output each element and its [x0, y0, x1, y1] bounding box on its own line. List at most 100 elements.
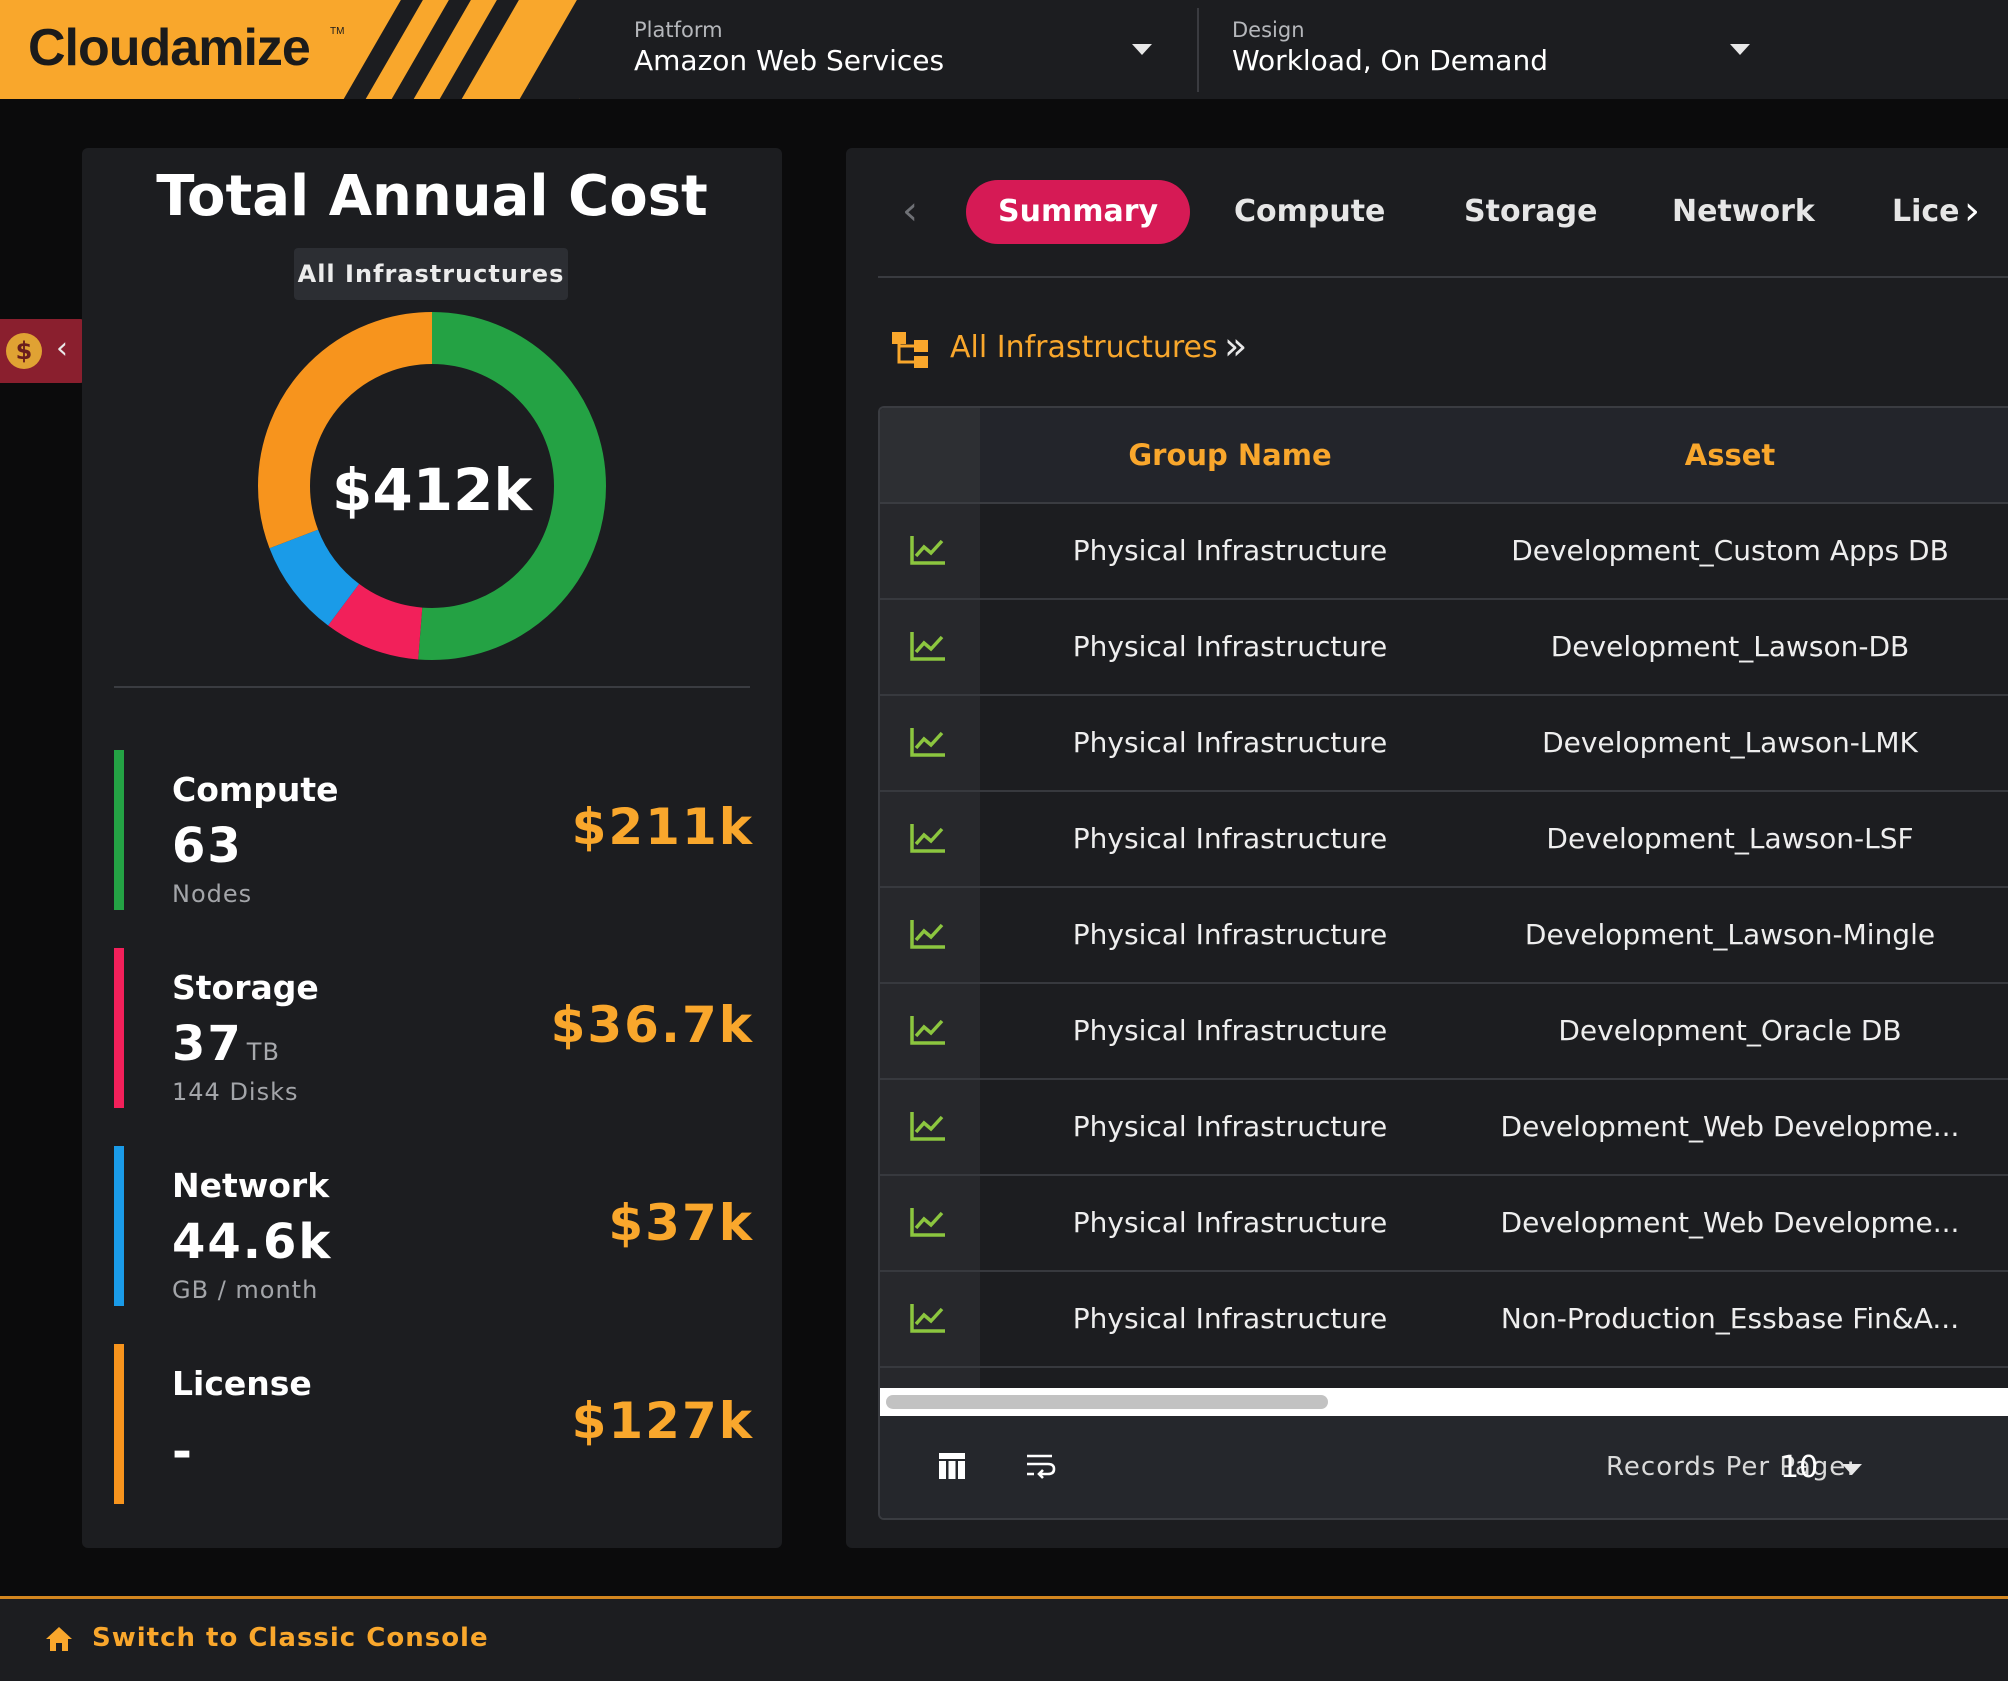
trend-chart-icon[interactable] — [908, 822, 948, 854]
logo[interactable]: Cloudamize TM — [0, 0, 580, 99]
tab-scroll-left-icon[interactable]: ‹ — [902, 188, 918, 234]
column-settings-icon[interactable] — [936, 1450, 968, 1482]
design-label: Design — [1232, 18, 1305, 42]
chevron-left-icon: ‹ — [56, 331, 68, 366]
tab-network[interactable]: Network — [1672, 194, 1815, 229]
category-cost: $37k — [608, 1194, 754, 1252]
table-row[interactable]: Physical Infrastructure Development_Oracl… — [880, 984, 2008, 1080]
category-network[interactable]: Network 44.6k GB / month $37k — [114, 1146, 754, 1306]
cell-asset: Development_Web Developme... — [1500, 1110, 1960, 1143]
table-row[interactable]: Physical Infrastructure Development_Lawso… — [880, 888, 2008, 984]
category-subtext: 144 Disks — [172, 1078, 299, 1106]
trend-chart-icon[interactable] — [908, 918, 948, 950]
table-row[interactable]: Physical Infrastructure Development_Web D… — [880, 1080, 2008, 1176]
category-storage[interactable]: Storage 37 TB 144 Disks $36.7k — [114, 948, 754, 1108]
hierarchy-icon — [892, 332, 928, 368]
table-row[interactable]: Physical Infrastructure Development_Lawso… — [880, 792, 2008, 888]
category-name: Compute — [172, 770, 339, 809]
logo-trademark: TM — [330, 26, 345, 37]
platform-value: Amazon Web Services — [634, 44, 945, 77]
tab-bar: ‹ Summary Compute Storage Network Lice › — [846, 148, 2008, 276]
horizontal-scrollbar[interactable] — [880, 1388, 2008, 1416]
records-per-page-select[interactable]: 10 — [1780, 1450, 1819, 1485]
trend-chart-icon[interactable] — [908, 1014, 948, 1046]
breadcrumb-all-infrastructures[interactable]: All Infrastructures — [950, 330, 1218, 365]
category-subtext: Nodes — [172, 880, 253, 908]
details-panel: ‹ Summary Compute Storage Network Lice ›… — [846, 148, 2008, 1548]
table-footer: Records Per Page: 10 — [880, 1416, 2008, 1518]
cell-asset: Development_Oracle DB — [1558, 1014, 1902, 1047]
trend-chart-icon[interactable] — [908, 534, 948, 566]
panel-title: Total Annual Cost — [156, 164, 708, 229]
logo-stripe — [507, 0, 580, 99]
cost-donut-chart: $412k — [258, 312, 606, 660]
asset-table: Group Name Asset Physical Infrastructure… — [878, 406, 2008, 1520]
cell-asset: Development_Lawson-Mingle — [1524, 918, 1936, 951]
table-row[interactable]: Physical Infrastructure Development_Custo… — [880, 504, 2008, 600]
chevron-down-icon[interactable] — [1842, 1464, 1862, 1475]
tab-scroll-right-icon[interactable]: › — [1964, 188, 1980, 234]
scrollbar-thumb[interactable] — [886, 1395, 1328, 1409]
table-row[interactable]: Physical Infrastructure Development_Web D… — [880, 1176, 2008, 1272]
category-subtext: GB / month — [172, 1276, 319, 1304]
tab-underline — [878, 276, 2008, 278]
column-header-asset[interactable]: Asset — [1684, 438, 1776, 472]
dollar-coin-icon: $ — [6, 333, 42, 369]
logo-text: Cloudamize — [28, 19, 311, 77]
top-bar: Cloudamize TM Platform Amazon Web Servic… — [0, 0, 2008, 99]
header-divider — [1197, 8, 1199, 92]
column-header-group-name[interactable]: Group Name — [1128, 438, 1332, 472]
home-icon — [46, 1627, 72, 1651]
double-chevron-right-icon[interactable]: » — [1224, 324, 1248, 368]
category-name: Network — [172, 1166, 330, 1205]
cell-group-name: Physical Infrastructure — [1072, 1206, 1388, 1239]
cell-group-name: Physical Infrastructure — [1072, 534, 1388, 567]
cell-group-name: Physical Infrastructure — [1072, 918, 1388, 951]
tab-compute[interactable]: Compute — [1234, 194, 1386, 229]
category-cost: $127k — [571, 1392, 754, 1450]
chevron-down-icon — [1132, 44, 1152, 55]
design-dropdown[interactable]: Design Workload, On Demand — [1232, 0, 1752, 99]
chevron-down-icon — [1730, 44, 1750, 55]
cost-sidebar-toggle[interactable]: $ ‹ — [0, 319, 86, 383]
cell-group-name: Physical Infrastructure — [1072, 726, 1388, 759]
category-name: License — [172, 1364, 312, 1403]
platform-dropdown[interactable]: Platform Amazon Web Services — [634, 0, 1154, 99]
icon-column-header — [880, 408, 980, 502]
cell-group-name: Physical Infrastructure — [1072, 1110, 1388, 1143]
cell-group-name: Physical Infrastructure — [1072, 630, 1388, 663]
bottom-bar: Switch to Classic Console — [0, 1596, 2008, 1681]
table-row[interactable]: Physical Infrastructure Development_Lawso… — [880, 600, 2008, 696]
category-value: - — [172, 1424, 194, 1480]
category-color-bar — [114, 750, 124, 910]
trend-chart-icon[interactable] — [908, 1206, 948, 1238]
scope-chip[interactable]: All Infrastructures — [294, 248, 568, 300]
table-row[interactable]: Physical Infrastructure Development_Lawso… — [880, 696, 2008, 792]
category-color-bar — [114, 948, 124, 1108]
wrap-text-icon[interactable] — [1024, 1450, 1058, 1482]
table-header: Group Name Asset — [880, 408, 2008, 504]
trend-chart-icon[interactable] — [908, 1110, 948, 1142]
category-value: 44.6k — [172, 1214, 333, 1270]
trend-chart-icon[interactable] — [908, 630, 948, 662]
cell-asset: Development_Web Developme... — [1500, 1206, 1960, 1239]
category-value: 37 TB — [172, 1016, 280, 1072]
cell-asset: Development_Lawson-DB — [1550, 630, 1910, 663]
category-cost: $36.7k — [550, 996, 754, 1054]
tab-storage[interactable]: Storage — [1464, 194, 1598, 229]
cell-asset: Development_Lawson-LSF — [1546, 822, 1914, 855]
trend-chart-icon[interactable] — [908, 1302, 948, 1334]
donut-slice-license[interactable] — [258, 312, 606, 660]
cell-group-name: Physical Infrastructure — [1072, 822, 1388, 855]
tab-summary[interactable]: Summary — [966, 180, 1191, 244]
trend-chart-icon[interactable] — [908, 726, 948, 758]
tab-license[interactable]: Lice — [1892, 194, 1960, 229]
table-row[interactable]: Physical Infrastructure Non-Production_Es… — [880, 1272, 2008, 1368]
category-name: Storage — [172, 968, 319, 1007]
category-license[interactable]: License - $127k — [114, 1344, 754, 1504]
category-compute[interactable]: Compute 63 Nodes $211k — [114, 750, 754, 910]
cell-group-name: Physical Infrastructure — [1072, 1302, 1388, 1335]
switch-to-classic-console-link[interactable]: Switch to Classic Console — [92, 1623, 489, 1653]
category-value: 63 — [172, 818, 243, 874]
category-cost: $211k — [571, 798, 754, 856]
